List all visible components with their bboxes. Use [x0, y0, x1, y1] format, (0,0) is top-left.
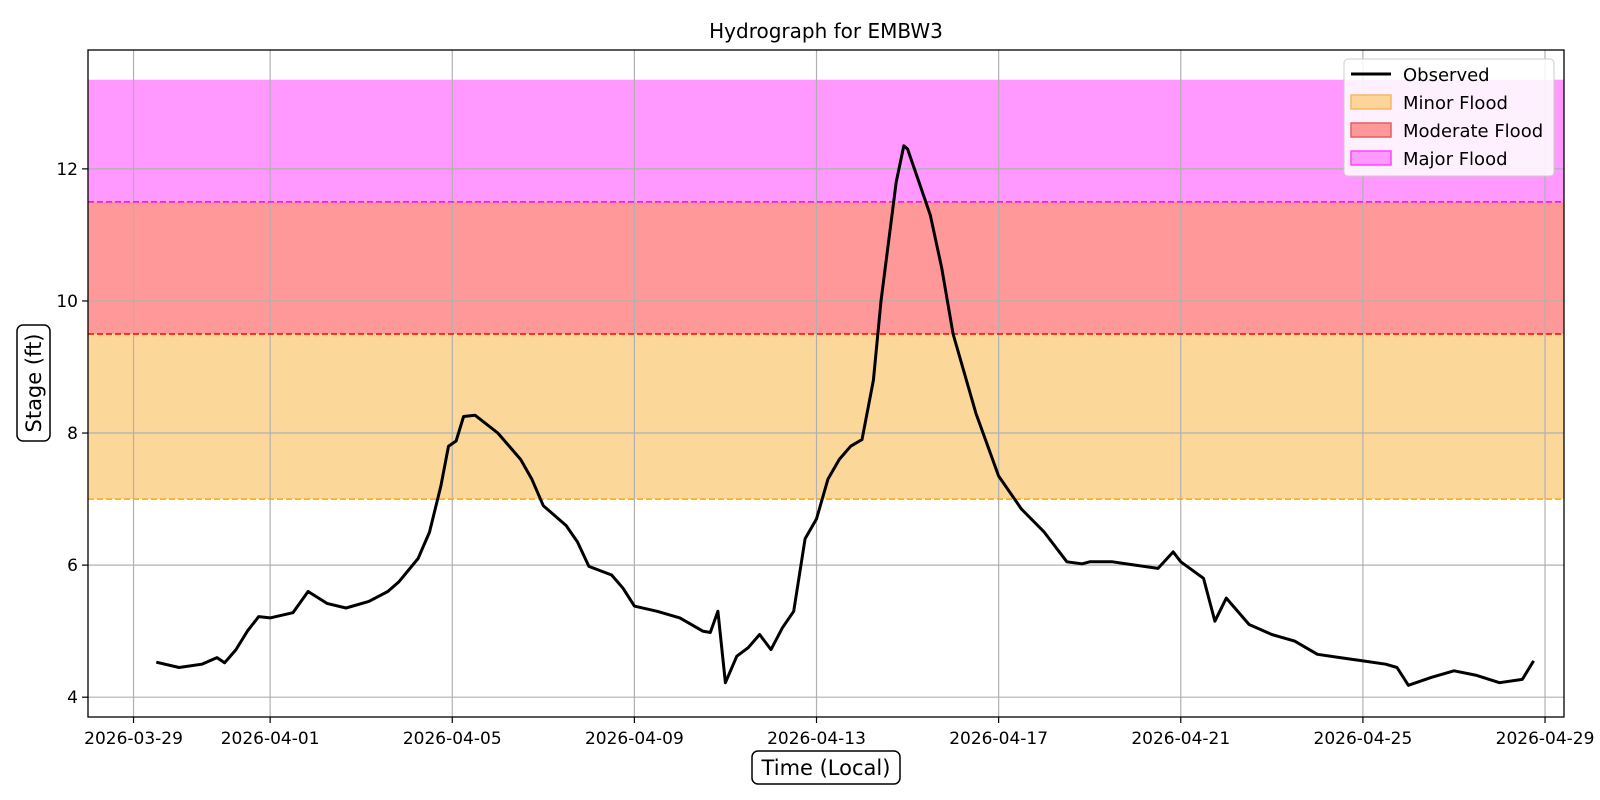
minor-flood-band [88, 333, 1564, 500]
grid-lines [88, 50, 1564, 717]
legend-moderate-swatch [1350, 122, 1392, 138]
x-tick-label: 2026-04-21 [1131, 729, 1230, 749]
flood-threshold-lines [88, 201, 1564, 500]
y-axis-label: Stage (ft) [16, 324, 51, 442]
legend: Observed Minor Flood Moderate Flood Majo… [1343, 58, 1555, 177]
x-tick-label: 2026-04-05 [403, 729, 502, 749]
y-tick-label: 12 [56, 160, 78, 180]
legend-box [1343, 58, 1555, 177]
y-axis-label-text: Stage (ft) [22, 333, 46, 432]
observed-series-line [155, 144, 1535, 687]
y-tick-label: 8 [67, 424, 78, 444]
legend-major-label: Major Flood [1403, 149, 1508, 170]
x-tick-label: 2026-04-17 [949, 729, 1048, 749]
chart-title: Hydrograph for EMBW3 [709, 19, 943, 43]
x-axis-ticks: 2026-03-29 2026-04-01 2026-04-05 2026-04-09… [84, 717, 1594, 749]
legend-minor-swatch [1350, 94, 1392, 110]
legend-moderate-label: Moderate Flood [1403, 121, 1543, 142]
y-axis-ticks: 4 6 8 10 12 [56, 160, 88, 708]
x-axis-label-text: Time (Local) [761, 756, 891, 780]
legend-observed-label: Observed [1403, 65, 1490, 86]
flood-bands [88, 79, 1564, 500]
x-tick-label: 2026-04-29 [1496, 729, 1595, 749]
x-tick-label: 2026-04-01 [221, 729, 320, 749]
moderate-flood-band [88, 201, 1564, 334]
x-tick-label: 2026-04-09 [585, 729, 684, 749]
x-tick-label: 2026-04-25 [1314, 729, 1413, 749]
plot-frame [87, 49, 1565, 718]
legend-minor-label: Minor Flood [1403, 93, 1508, 114]
x-tick-label: 2026-04-13 [767, 729, 866, 749]
y-tick-label: 4 [67, 688, 78, 708]
major-flood-band [88, 79, 1564, 202]
x-axis-label: Time (Local) [751, 750, 901, 785]
y-tick-label: 10 [56, 292, 78, 312]
x-tick-label: 2026-03-29 [84, 729, 183, 749]
legend-major-swatch [1350, 150, 1392, 166]
y-tick-label: 6 [67, 556, 78, 576]
